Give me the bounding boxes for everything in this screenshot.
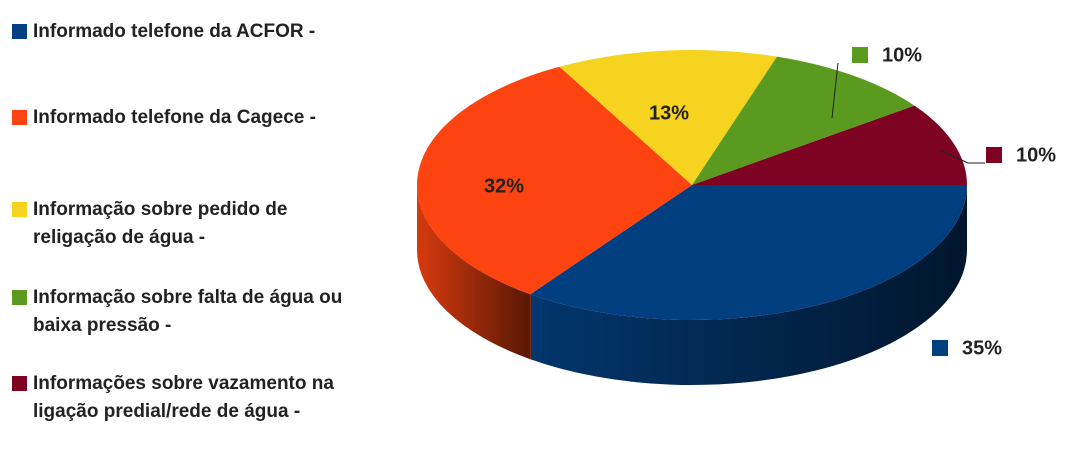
- legend-item: Informado telefone da Cagece -: [12, 104, 371, 132]
- legend-item: Informação sobre pedido de religação de …: [12, 196, 371, 252]
- label-swatch: [986, 147, 1002, 163]
- label-swatch: [852, 47, 868, 63]
- pie-side: [530, 185, 967, 385]
- data-label: 35%: [962, 337, 1002, 359]
- legend-swatch: [12, 110, 27, 125]
- label-swatch: [619, 105, 635, 121]
- pie-slice: [530, 185, 967, 320]
- pie-side: [417, 185, 531, 360]
- legend-label: Informação sobre pedido de religação de …: [33, 199, 288, 248]
- label-swatch: [454, 178, 470, 194]
- legend-label: Informado telefone da Cagece -: [33, 107, 316, 128]
- data-label: 10%: [882, 44, 922, 66]
- legend-swatch: [12, 24, 27, 39]
- pie-slice: [692, 105, 967, 185]
- label-swatch: [932, 340, 948, 356]
- pie-slice: [692, 56, 915, 186]
- leader-line: [831, 62, 839, 119]
- legend-swatch: [12, 202, 27, 217]
- pie-slice: [417, 66, 692, 295]
- legend: Informado telefone da ACFOR - Informado t…: [0, 0, 400, 465]
- legend-item: Informações sobre vazamento na ligação p…: [12, 370, 371, 426]
- data-label: 10%: [1016, 144, 1056, 166]
- legend-swatch: [12, 376, 27, 391]
- leader-line: [939, 149, 985, 164]
- pie-slice: [559, 50, 777, 185]
- legend-swatch: [12, 290, 27, 305]
- legend-label: Informado telefone da ACFOR -: [33, 21, 316, 42]
- legend-label: Informações sobre vazamento na ligação p…: [33, 373, 334, 422]
- data-label: 32%: [484, 175, 524, 197]
- data-label: 13%: [649, 102, 689, 124]
- legend-label: Informação sobre falta de água ou baixa …: [33, 287, 343, 336]
- legend-item: Informado telefone da ACFOR -: [12, 18, 371, 46]
- legend-item: Informação sobre falta de água ou baixa …: [12, 284, 371, 340]
